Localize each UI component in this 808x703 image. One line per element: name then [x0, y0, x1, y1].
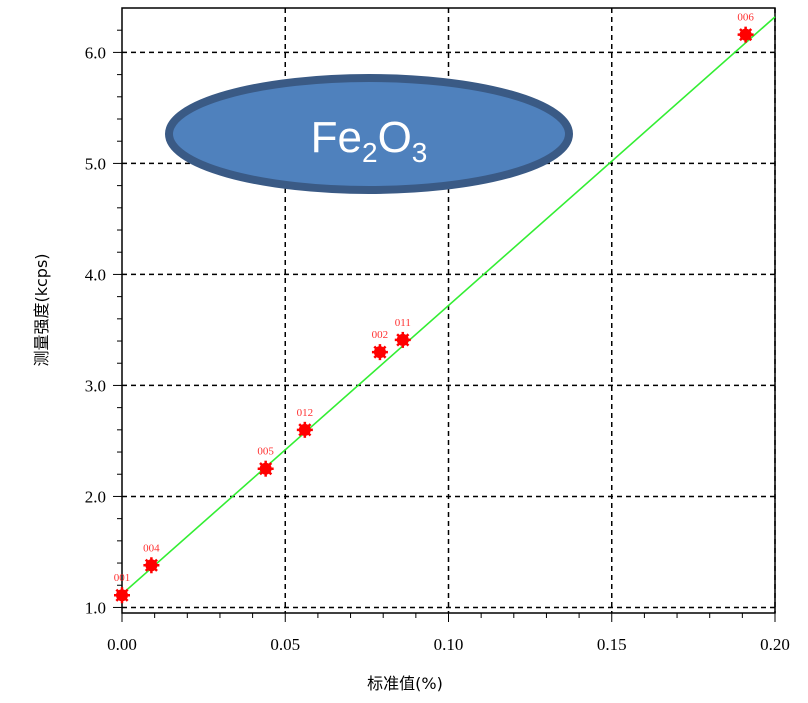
- data-point: 002: [372, 329, 389, 361]
- data-point-ray: [144, 558, 158, 572]
- tick-labels: 0.00 0.05 0.10 0.15 0.20 1.0 2.0 3.0 4.0 5.0 6.0: [85, 43, 790, 654]
- axes: [113, 7, 776, 622]
- data-point-ray: [298, 423, 312, 437]
- data-point-ray: [396, 333, 410, 347]
- formula-mid: O: [378, 113, 412, 162]
- data-point: 005: [257, 446, 274, 477]
- formula-sub-2: 3: [412, 137, 428, 168]
- data-point-ray: [115, 588, 129, 602]
- data-point: 006: [737, 12, 754, 43]
- data-point-label: 012: [297, 407, 314, 419]
- y-tick-label: 2.0: [85, 487, 106, 506]
- x-tick-label: 0.10: [434, 635, 464, 654]
- data-point-label: 006: [737, 12, 754, 24]
- x-axis-title: 标准值(%): [367, 674, 443, 693]
- formula-badge-ellipse: [165, 74, 573, 194]
- data-point: 001: [114, 572, 131, 604]
- fit-line: [121, 16, 776, 595]
- x-tick-label: 0.20: [760, 635, 790, 654]
- data-point: 004: [143, 542, 160, 574]
- x-tick-label: 0.00: [107, 635, 137, 654]
- y-tick-label: 5.0: [85, 154, 106, 173]
- data-point-label: 002: [372, 329, 389, 341]
- data-points: 001 004 005 012 002 011 006: [114, 12, 754, 604]
- data-point: 012: [297, 407, 314, 438]
- y-tick-label: 4.0: [85, 265, 106, 284]
- y-axis-title: 测量强度(kcps): [32, 253, 51, 366]
- formula-sub-1: 2: [362, 137, 378, 168]
- data-point: 011: [395, 317, 411, 348]
- data-point-label: 004: [143, 542, 160, 554]
- formula-badge: Fe2O3: [165, 74, 573, 194]
- x-tick-label: 0.05: [270, 635, 300, 654]
- formula-base: Fe: [311, 113, 362, 162]
- data-point-ray: [259, 462, 273, 476]
- y-tick-label: 6.0: [85, 43, 106, 62]
- formula-badge-text: Fe2O3: [311, 113, 428, 168]
- data-point-label: 001: [114, 572, 131, 584]
- y-tick-label: 1.0: [85, 598, 106, 617]
- fit-line-layer: [121, 16, 776, 595]
- data-point-label: 005: [257, 446, 274, 458]
- data-point-ray: [373, 345, 387, 359]
- data-point-ray: [739, 28, 753, 42]
- y-tick-label: 3.0: [85, 376, 106, 395]
- x-tick-label: 0.15: [597, 635, 627, 654]
- data-point-label: 011: [395, 317, 411, 329]
